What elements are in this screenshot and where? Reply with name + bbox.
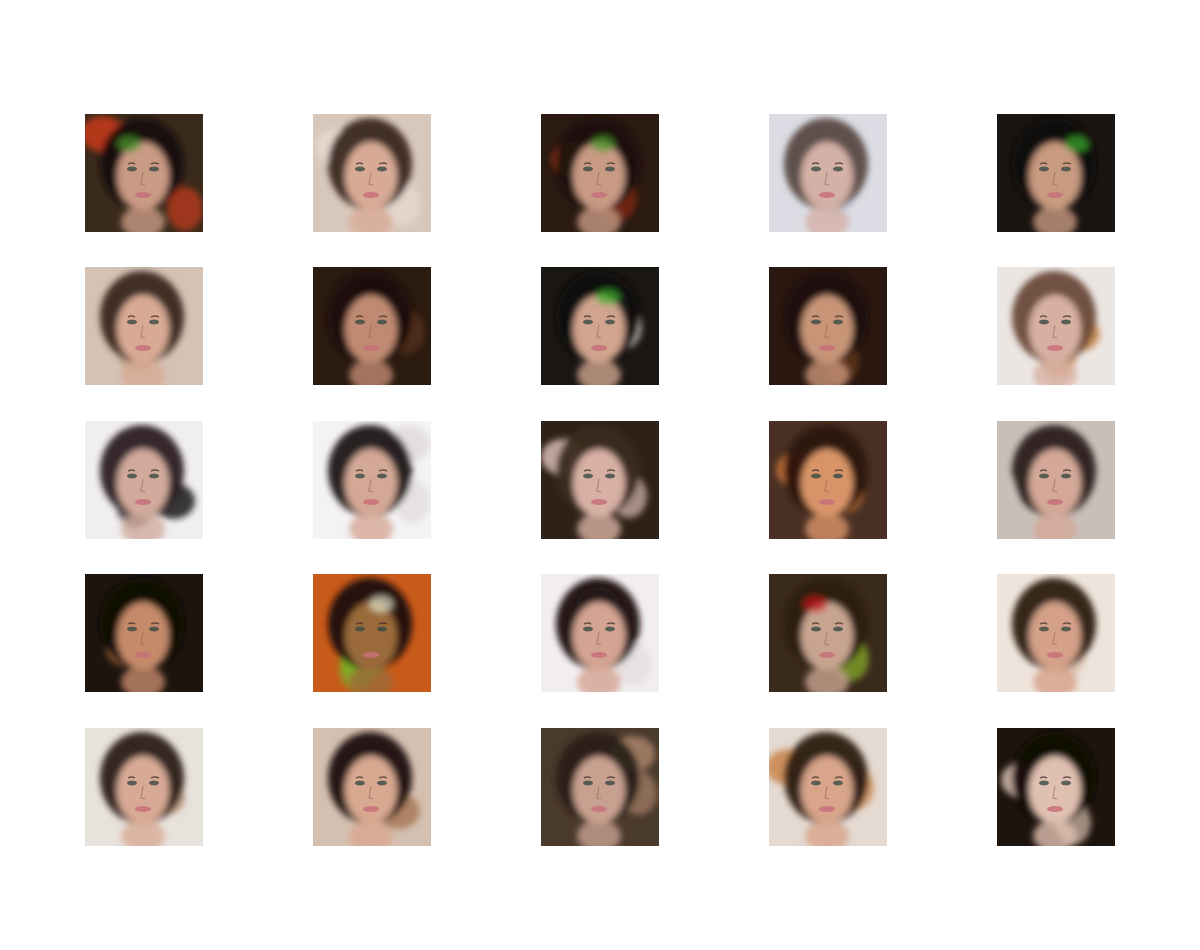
generated-face-sample xyxy=(313,267,431,385)
generated-face-sample xyxy=(541,421,659,539)
sample-image xyxy=(541,574,659,692)
generated-face-sample xyxy=(85,421,203,539)
generated-face-sample xyxy=(769,267,887,385)
sample-image xyxy=(997,421,1115,539)
generated-face-sample xyxy=(997,267,1115,385)
generated-face-sample xyxy=(769,421,887,539)
generated-face-sample xyxy=(541,114,659,232)
sample-image xyxy=(997,574,1115,692)
sample-image xyxy=(541,267,659,385)
sample-image xyxy=(769,728,887,846)
generated-face-sample xyxy=(313,421,431,539)
sample-image xyxy=(997,114,1115,232)
sample-image xyxy=(85,267,203,385)
sample-image xyxy=(313,114,431,232)
generated-face-sample xyxy=(997,728,1115,846)
generated-face-sample xyxy=(541,574,659,692)
sample-image xyxy=(313,574,431,692)
sample-image xyxy=(997,728,1115,846)
generated-face-sample xyxy=(313,114,431,232)
generated-face-sample xyxy=(313,728,431,846)
generated-face-sample xyxy=(769,114,887,232)
sample-image xyxy=(769,114,887,232)
sample-image xyxy=(85,421,203,539)
sample-image xyxy=(769,421,887,539)
generated-face-sample xyxy=(541,728,659,846)
sample-image xyxy=(769,267,887,385)
sample-image xyxy=(313,728,431,846)
generated-face-sample xyxy=(313,574,431,692)
sample-image xyxy=(313,267,431,385)
generated-face-sample xyxy=(997,421,1115,539)
generated-face-sample xyxy=(85,267,203,385)
generated-face-sample xyxy=(769,574,887,692)
sample-image xyxy=(85,114,203,232)
generated-face-sample xyxy=(85,574,203,692)
sample-image xyxy=(541,421,659,539)
sample-image xyxy=(313,421,431,539)
sample-image xyxy=(85,728,203,846)
generated-face-sample xyxy=(997,574,1115,692)
sample-image xyxy=(997,267,1115,385)
generated-face-sample xyxy=(85,728,203,846)
generated-face-sample xyxy=(541,267,659,385)
sample-image xyxy=(541,114,659,232)
generated-face-sample xyxy=(997,114,1115,232)
generated-face-sample xyxy=(85,114,203,232)
sample-image xyxy=(769,574,887,692)
sample-image xyxy=(85,574,203,692)
generated-face-sample xyxy=(769,728,887,846)
sample-image xyxy=(541,728,659,846)
